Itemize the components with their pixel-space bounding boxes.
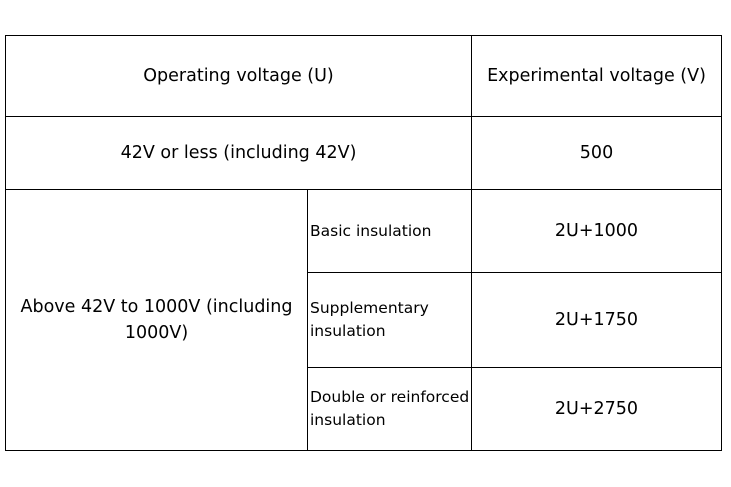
- table-row: 42V or less (including 42V) 500: [5, 116, 722, 190]
- insulation-type-cell: Basic insulation: [307, 189, 472, 273]
- table-row: Above 42V to 1000V (including 1000V) Bas…: [5, 189, 722, 451]
- experimental-voltage-cell: 500: [471, 116, 722, 190]
- operating-voltage-cell: 42V or less (including 42V): [5, 116, 472, 190]
- header-experimental-voltage: Experimental voltage (V): [471, 35, 722, 117]
- experimental-voltage-cell: 2U+1000: [471, 189, 722, 273]
- table-header-row: Operating voltage (U) Experimental volta…: [5, 35, 722, 117]
- header-operating-voltage: Operating voltage (U): [5, 35, 472, 117]
- insulation-type-cell: Double or reinforced insulation: [307, 367, 472, 451]
- insulation-type-cell: Supplementary insulation: [307, 272, 472, 368]
- table-row: Double or reinforced insulation 2U+2750: [6, 367, 722, 451]
- operating-voltage-cell: Above 42V to 1000V (including 1000V): [5, 189, 308, 451]
- voltage-table: Operating voltage (U) Experimental volta…: [5, 35, 722, 451]
- table-row: Supplementary insulation 2U+1750: [6, 272, 722, 368]
- experimental-voltage-cell: 2U+2750: [471, 367, 722, 451]
- experimental-voltage-cell: 2U+1750: [471, 272, 722, 368]
